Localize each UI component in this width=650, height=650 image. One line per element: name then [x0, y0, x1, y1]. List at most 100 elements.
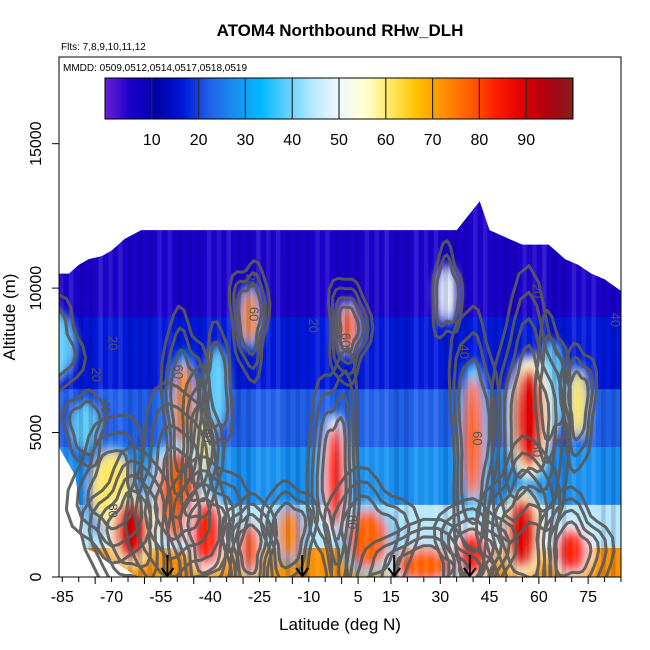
contour-line	[78, 444, 173, 577]
contour-label: 80	[345, 515, 360, 529]
profile-stripe	[364, 201, 370, 577]
plot-frame	[58, 56, 622, 578]
flights-note: Flts: 7,8,9,10,11,12	[61, 42, 146, 53]
x-tick-label: -85	[51, 589, 74, 606]
contour-label: 60	[171, 365, 186, 379]
profile-stripe	[118, 201, 123, 577]
profile-stripe	[601, 201, 606, 577]
flight-marker-arrow	[160, 555, 175, 578]
contour-line	[452, 331, 497, 554]
y-tick-label: 5000	[28, 415, 45, 451]
profile-stripe	[453, 201, 458, 577]
contour-line	[164, 326, 206, 497]
profile-stripe	[266, 201, 271, 577]
y-tick-label: 0	[28, 572, 45, 581]
contour-label: 20	[105, 336, 120, 350]
contour-line	[220, 492, 279, 577]
profile-stripe	[571, 201, 577, 577]
profile-stripe	[275, 201, 281, 577]
contour-line	[554, 520, 593, 577]
contour-label: 20	[529, 284, 544, 298]
profile-stripe	[98, 201, 103, 577]
rh-feature	[276, 508, 302, 560]
contour-line	[432, 497, 519, 577]
contour-line	[271, 501, 308, 570]
contour-line	[482, 451, 555, 577]
contour-line	[61, 388, 109, 469]
profile-stripe	[108, 201, 113, 577]
profile-stripe	[492, 201, 498, 577]
contour-line	[338, 305, 361, 355]
contour-line	[59, 309, 77, 378]
contour-lines	[59, 239, 616, 577]
contour-line	[533, 308, 572, 464]
contour-label: 40	[99, 399, 114, 413]
contour-label: 40	[457, 344, 472, 358]
contour-line	[367, 526, 483, 577]
profile-stripe	[246, 201, 251, 577]
x-tick-label: 30	[431, 589, 449, 606]
rh-feature	[556, 528, 588, 574]
contour-line	[355, 517, 496, 577]
contour-line	[541, 497, 608, 577]
profile-stripe	[581, 201, 586, 577]
contour-line	[322, 465, 421, 577]
x-tick-label: 5	[354, 589, 363, 606]
flight-marker-arrow	[295, 555, 310, 578]
contour-line	[236, 282, 263, 357]
contour-line	[447, 304, 502, 577]
contour-line	[87, 459, 166, 577]
rh-feature	[462, 376, 484, 501]
colorbar-tick-label: 30	[237, 132, 255, 149]
profile-stripe	[216, 201, 222, 577]
rh-feature	[395, 548, 453, 577]
x-axis: -85 -70 -55 -40 -25 -10 5 15 30 45 60 75	[51, 577, 622, 606]
flight-markers	[160, 555, 477, 578]
colorbar-tick-label: 80	[471, 132, 489, 149]
x-tick-label: -25	[248, 589, 271, 606]
profile-stripe	[394, 201, 399, 577]
profile-stripe	[285, 201, 291, 577]
colorbar-tick-label: 20	[190, 132, 208, 149]
profile-stripe	[374, 201, 379, 577]
profile-stripe	[295, 201, 301, 577]
contour-line	[326, 276, 375, 387]
colorbar-tick-label: 40	[283, 132, 301, 149]
profile-stripe	[236, 201, 241, 577]
contour-label: 20	[306, 318, 321, 332]
contour-line	[179, 363, 226, 519]
y-tick-label: 15000	[28, 121, 45, 166]
profile-stripe	[433, 201, 439, 577]
contour-line	[236, 523, 263, 576]
contour-line	[439, 507, 511, 577]
rh-feature	[71, 401, 100, 453]
profile-stripe	[335, 201, 340, 577]
contour-line	[163, 454, 251, 577]
contour-label: 60	[339, 333, 354, 347]
contour-line	[171, 468, 243, 577]
mmdd-note: MMDD: 0509,0512,0514,0517,0518,0519	[63, 63, 247, 74]
contour-line	[259, 479, 320, 577]
contour-line	[225, 502, 273, 577]
y-axis-label: Altitude (m)	[0, 274, 19, 361]
contour-label: 80	[105, 503, 120, 517]
contour-line	[105, 488, 152, 569]
y-axis: 0 5000 10000 15000	[28, 121, 59, 581]
profile-stripe	[404, 201, 409, 577]
contour-line	[334, 296, 365, 366]
x-tick-label: 60	[530, 589, 548, 606]
profile-stripe	[522, 201, 527, 577]
profile-stripe	[137, 201, 143, 577]
profile-stripe	[413, 201, 419, 577]
contour-line	[315, 392, 352, 566]
contour-line	[538, 333, 567, 442]
colorbar-tick-label: 60	[377, 132, 395, 149]
contour-label: 60	[247, 307, 262, 321]
contour-label: 20	[243, 274, 258, 288]
flight-marker-arrow	[387, 555, 402, 578]
contour-line	[474, 434, 562, 577]
y-tick-label: 10000	[28, 266, 45, 311]
profile-stripe	[611, 201, 616, 577]
x-tick-label: -10	[297, 589, 320, 606]
